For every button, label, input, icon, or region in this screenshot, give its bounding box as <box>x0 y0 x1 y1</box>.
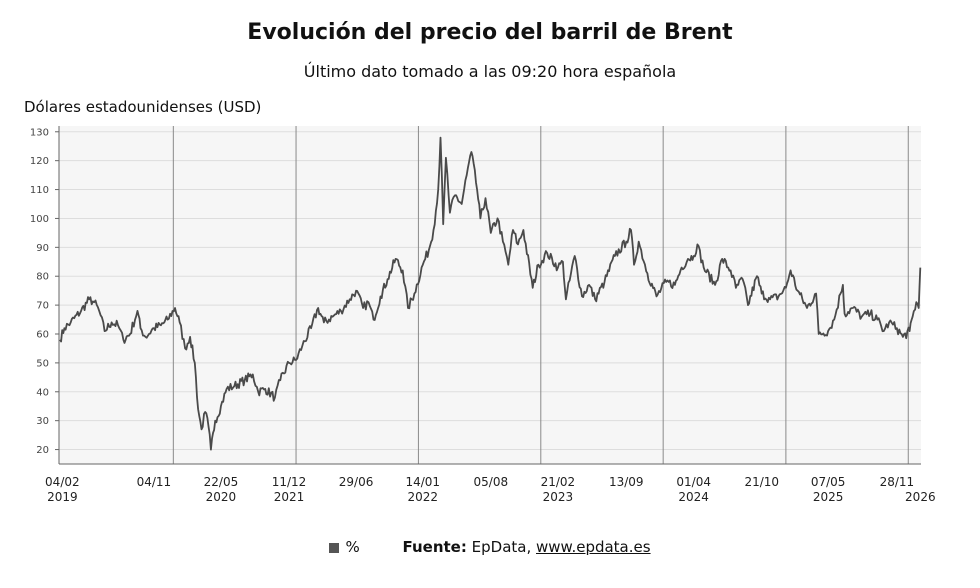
chart-footer: % Fuente: EpData, www.epdata.es <box>0 538 980 556</box>
source-name: EpData, <box>471 538 532 556</box>
x-tick-label: 01/04 <box>676 475 711 489</box>
chart-subtitle: Último dato tomado a las 09:20 hora espa… <box>303 62 677 81</box>
x-tick-year: 2021 <box>274 490 305 504</box>
x-tick-year: 2026 <box>905 490 936 504</box>
y-tick-label: 60 <box>36 330 49 341</box>
y-tick-label: 40 <box>36 387 49 398</box>
x-tick-year: 2025 <box>813 490 844 504</box>
x-tick-label: 05/08 <box>474 475 509 489</box>
x-tick-label: 04/02 <box>45 475 80 489</box>
y-tick-label: 50 <box>36 358 49 369</box>
x-tick-label: 07/05 <box>811 475 846 489</box>
legend-swatch <box>329 542 340 553</box>
x-tick-label: 28/11 <box>880 475 915 489</box>
plot-area <box>59 126 921 464</box>
x-tick-label: 14/01 <box>405 475 440 489</box>
source-label: Fuente: <box>402 538 467 556</box>
x-tick-year: 2019 <box>47 490 78 504</box>
x-tick-label: 11/12 <box>272 475 307 489</box>
y-tick-labels: 20 30 40 50 60 70 80 90 100 110 120 130 <box>30 127 49 456</box>
legend-label: % <box>345 538 360 556</box>
series-line-brent <box>59 136 922 451</box>
y-gridlines <box>55 131 921 451</box>
x-tick-label: 29/06 <box>339 475 374 489</box>
y-tick-label: 20 <box>36 445 49 456</box>
y-tick-label: 110 <box>30 185 49 196</box>
y-tick-label: 90 <box>36 243 49 254</box>
y-tick-label: 80 <box>36 272 49 283</box>
x-tick-year: 2023 <box>543 490 574 504</box>
y-tick-label: 100 <box>30 214 49 225</box>
source-link[interactable]: www.epdata.es <box>536 538 651 556</box>
x-tick-year: 2020 <box>206 490 237 504</box>
year-separators <box>172 126 909 464</box>
x-tick-year: 2024 <box>678 490 709 504</box>
y-axis-label: Dólares estadounidenses (USD) <box>24 98 262 116</box>
y-tick-label: 30 <box>36 416 49 427</box>
y-tick-label: 70 <box>36 301 49 312</box>
x-tick-label: 13/09 <box>609 475 644 489</box>
x-tick-label: 21/10 <box>744 475 779 489</box>
y-tick-label: 130 <box>30 127 49 138</box>
chart-title: Evolución del precio del barril de Brent <box>247 20 733 45</box>
x-tick-label: 22/05 <box>204 475 239 489</box>
y-tick-label: 120 <box>30 156 49 167</box>
x-tick-label: 04/11 <box>137 475 172 489</box>
x-tick-year: 2022 <box>408 490 439 504</box>
x-tick-label: 21/02 <box>541 475 576 489</box>
